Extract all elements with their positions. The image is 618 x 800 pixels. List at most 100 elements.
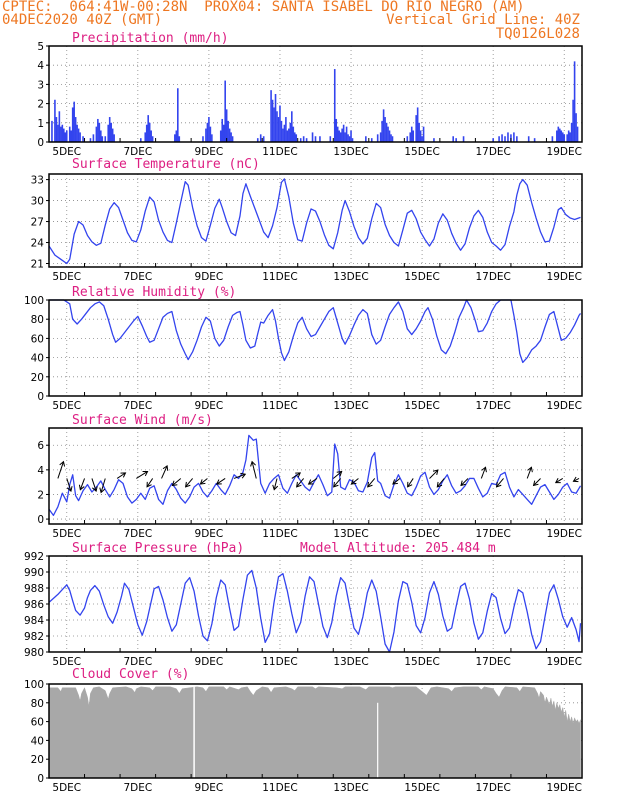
x-tick-label: 15DEC (404, 782, 439, 794)
x-tick-label: 7DEC (123, 656, 152, 668)
series-line-wind (48, 434, 582, 517)
wind-arrow (66, 478, 72, 492)
wind-arrow (233, 473, 246, 479)
wind-arrow-head (336, 470, 343, 477)
precip-bar (71, 107, 74, 142)
precip-bar (279, 105, 281, 142)
x-tick-label: 9DEC (195, 528, 224, 540)
y-tick-label: 990 (24, 567, 44, 579)
panel-cloud: 0 20 40 60 80 100 5DEC 7DEC 9DEC 11DEC 13DEC 15DEC 1… (24, 667, 583, 794)
precip-bar (283, 124, 286, 142)
y-tick-label: 4 (37, 465, 44, 477)
precip-bar (384, 117, 386, 142)
y-tick-label: 80 (31, 314, 44, 326)
y-tick-label: 24 (31, 238, 45, 250)
wind-arrow-head (240, 472, 247, 479)
y-tick-label: 4 (37, 60, 44, 72)
wind-arrow (161, 465, 168, 479)
precip-bar (572, 99, 574, 142)
wind-arrow (496, 478, 504, 488)
wind-arrow-head (92, 486, 98, 492)
wind-arrow (555, 478, 564, 484)
precip-bar (311, 132, 314, 142)
panel-title-pres: Surface Pressure (hPa) (72, 541, 244, 556)
x-tick-label: 7DEC (123, 782, 152, 794)
precip-bar (89, 138, 92, 142)
precip-bar (51, 120, 53, 142)
y-tick-label: 6 (37, 440, 44, 452)
panel-frame (48, 555, 583, 653)
precip-bar (527, 136, 530, 142)
y-tick-label: 988 (24, 583, 44, 595)
wind-arrow-head (350, 479, 357, 485)
x-tick-label: 5DEC (52, 271, 81, 283)
wind-arrow-head (171, 480, 178, 487)
precip-bar (111, 128, 114, 142)
wind-arrow-head (432, 469, 439, 476)
precip-bar (292, 126, 295, 142)
wind-arrow (291, 472, 301, 479)
x-tick-label: 15DEC (404, 271, 439, 283)
precip-bar (345, 126, 348, 142)
x-tick-label: 13DEC (333, 528, 368, 540)
precip-bar (61, 124, 64, 142)
y-tick-label: 100 (24, 679, 44, 691)
wind-arrow (573, 478, 580, 482)
precip-bar (558, 128, 561, 142)
precip-bar (277, 117, 280, 142)
wind-arrow-head (215, 479, 222, 485)
wind-arrow-head (162, 464, 169, 471)
wind-arrow (533, 478, 541, 486)
precip-bar (570, 122, 573, 142)
wind-arrow (460, 478, 469, 486)
precip-bar (507, 132, 509, 142)
x-tick-label: 19DEC (547, 656, 582, 668)
wind-arrow (407, 478, 414, 488)
x-tick-label: 13DEC (333, 271, 368, 283)
precip-bar (350, 130, 352, 142)
x-tick-label: 5DEC (52, 656, 81, 668)
precip-bar (575, 113, 577, 142)
y-tick-label: 0 (37, 137, 44, 149)
y-tick-label: 100 (24, 295, 44, 307)
wind-arrow (333, 478, 342, 488)
precip-bar (418, 122, 420, 142)
precip-bar (259, 134, 262, 142)
x-tick-label: 13DEC (333, 782, 368, 794)
precip-bar (365, 136, 367, 142)
x-tick-label: 7DEC (123, 146, 152, 158)
y-tick-label: 5 (37, 41, 44, 53)
precip-bar (76, 124, 78, 142)
wind-arrow-head (199, 479, 206, 485)
precip-bar (60, 126, 62, 142)
precip-bar (351, 138, 354, 142)
precip-bar (64, 132, 67, 142)
precip-bar (65, 130, 68, 142)
precip-bar (174, 134, 176, 142)
precip-bar (381, 120, 383, 142)
y-tick-label: 40 (31, 735, 44, 747)
precip-bar (421, 136, 423, 142)
precip-bar (339, 132, 342, 142)
y-tick-label: 982 (24, 631, 44, 643)
precip-bar (147, 115, 149, 142)
precip-bar (370, 138, 373, 142)
precip-bar (388, 130, 391, 142)
wind-arrow (332, 471, 342, 479)
wind-arrow (251, 461, 257, 479)
x-tick-label: 17DEC (475, 271, 510, 283)
precip-bar (305, 138, 308, 142)
precip-bar (406, 136, 409, 142)
precip-bar (68, 126, 71, 142)
wind-arrow (79, 478, 86, 490)
panel-title-wind: Surface Wind (m/s) (72, 413, 213, 428)
precip-bar (221, 118, 224, 142)
wind-arrow-head (66, 486, 73, 492)
precip-bar (492, 138, 494, 142)
precip-bar (276, 111, 278, 142)
cloud-area (48, 686, 581, 779)
x-tick-label: 11DEC (262, 271, 297, 283)
precip-bar (63, 128, 65, 142)
precip-bar (567, 130, 570, 142)
precip-bar (100, 130, 102, 142)
